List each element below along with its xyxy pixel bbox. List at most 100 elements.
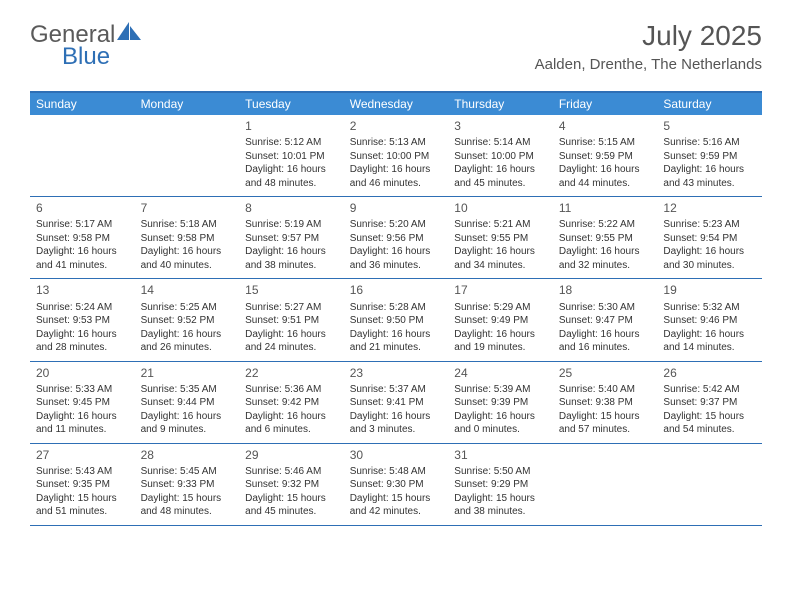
day-number: 5 [663, 118, 756, 134]
empty-cell [30, 115, 135, 196]
day-cell: 23 Sunrise: 5:37 AMSunset: 9:41 PMDayligh… [344, 362, 449, 443]
daylight-text: Daylight: 16 hours [559, 163, 652, 177]
daylight-text: Daylight: 16 hours [454, 328, 547, 342]
day-cell: 6Sunrise: 5:17 AMSunset: 9:58 PMDaylight… [30, 197, 135, 278]
day-cell: 15Sunrise: 5:27 AMSunset: 9:51 PMDayligh… [239, 279, 344, 360]
daylight-text: Daylight: 16 hours [36, 410, 129, 424]
day-number: 31 [454, 447, 547, 463]
day-header-monday: Monday [135, 93, 240, 115]
sunrise-text: Sunrise: 5:48 AM [350, 465, 443, 479]
daylight-text: and 24 minutes. [245, 341, 338, 355]
daylight-text: and 51 minutes. [36, 505, 129, 519]
daylight-text: and 38 minutes. [245, 259, 338, 273]
sunset-text: Sunset: 9:42 PM [245, 396, 338, 410]
day-number: 4 [559, 118, 652, 134]
day-cell: 14Sunrise: 5:25 AMSunset: 9:52 PMDayligh… [135, 279, 240, 360]
sunrise-text: Sunrise: 5:28 AM [350, 301, 443, 315]
sunset-text: Sunset: 10:00 PM [350, 150, 443, 164]
sunrise-text: Sunrise: 5:14 AM [454, 136, 547, 150]
day-number: 11 [559, 200, 652, 216]
day-cell: 22Sunrise: 5:36 AMSunset: 9:42 PMDayligh… [239, 362, 344, 443]
sunset-text: Sunset: 9:55 PM [559, 232, 652, 246]
daylight-text: and 11 minutes. [36, 423, 129, 437]
day-number: 30 [350, 447, 443, 463]
day-number: 14 [141, 282, 234, 298]
sunset-text: Sunset: 9:56 PM [350, 232, 443, 246]
daylight-text: and 14 minutes. [663, 341, 756, 355]
sunset-text: Sunset: 9:50 PM [350, 314, 443, 328]
sunrise-text: Sunrise: 5:22 AM [559, 218, 652, 232]
sunrise-text: Sunrise: 5:24 AM [36, 301, 129, 315]
sunset-text: Sunset: 10:00 PM [454, 150, 547, 164]
sunset-text: Sunset: 9:33 PM [141, 478, 234, 492]
sunset-text: Sunset: 9:53 PM [36, 314, 129, 328]
sunset-text: Sunset: 9:29 PM [454, 478, 547, 492]
logo-sail-icon [115, 20, 143, 42]
header: General Blue July 2025 Aalden, Drenthe, … [0, 0, 792, 81]
daylight-text: Daylight: 15 hours [350, 492, 443, 506]
sunrise-text: Sunrise: 5:12 AM [245, 136, 338, 150]
sunset-text: Sunset: 9:35 PM [36, 478, 129, 492]
sunrise-text: Sunrise: 5:21 AM [454, 218, 547, 232]
daylight-text: Daylight: 16 hours [36, 328, 129, 342]
day-cell: 27Sunrise: 5:43 AMSunset: 9:35 PMDayligh… [30, 444, 135, 525]
sunrise-text: Sunrise: 5:27 AM [245, 301, 338, 315]
daylight-text: Daylight: 15 hours [663, 410, 756, 424]
empty-cell [135, 115, 240, 196]
week-row: 6Sunrise: 5:17 AMSunset: 9:58 PMDaylight… [30, 197, 762, 279]
weeks-container: 1Sunrise: 5:12 AMSunset: 10:01 PMDayligh… [30, 115, 762, 526]
sunset-text: Sunset: 9:58 PM [36, 232, 129, 246]
day-number: 17 [454, 282, 547, 298]
day-cell: 7Sunrise: 5:18 AMSunset: 9:58 PMDaylight… [135, 197, 240, 278]
week-row: 27Sunrise: 5:43 AMSunset: 9:35 PMDayligh… [30, 444, 762, 526]
daylight-text: and 36 minutes. [350, 259, 443, 273]
sunset-text: Sunset: 9:59 PM [663, 150, 756, 164]
daylight-text: Daylight: 16 hours [245, 328, 338, 342]
daylight-text: and 28 minutes. [36, 341, 129, 355]
sunrise-text: Sunrise: 5:32 AM [663, 301, 756, 315]
sunset-text: Sunset: 9:55 PM [454, 232, 547, 246]
daylight-text: and 9 minutes. [141, 423, 234, 437]
day-number: 23 [350, 365, 443, 381]
day-number: 1 [245, 118, 338, 134]
daylight-text: Daylight: 16 hours [245, 163, 338, 177]
day-cell: 24Sunrise: 5:39 AMSunset: 9:39 PMDayligh… [448, 362, 553, 443]
sunrise-text: Sunrise: 5:19 AM [245, 218, 338, 232]
sunrise-text: Sunrise: 5:20 AM [350, 218, 443, 232]
sunrise-text: Sunrise: 5:18 AM [141, 218, 234, 232]
day-number: 19 [663, 282, 756, 298]
daylight-text: Daylight: 16 hours [454, 245, 547, 259]
day-header-row: Sunday Monday Tuesday Wednesday Thursday… [30, 93, 762, 115]
sunset-text: Sunset: 9:41 PM [350, 396, 443, 410]
daylight-text: and 0 minutes. [454, 423, 547, 437]
day-number: 27 [36, 447, 129, 463]
sunrise-text: Sunrise: 5:45 AM [141, 465, 234, 479]
sunrise-text: Sunrise: 5:29 AM [454, 301, 547, 315]
daylight-text: Daylight: 16 hours [663, 328, 756, 342]
daylight-text: and 30 minutes. [663, 259, 756, 273]
day-number: 22 [245, 365, 338, 381]
day-cell: 10Sunrise: 5:21 AMSunset: 9:55 PMDayligh… [448, 197, 553, 278]
daylight-text: and 44 minutes. [559, 177, 652, 191]
daylight-text: Daylight: 16 hours [663, 163, 756, 177]
daylight-text: Daylight: 16 hours [350, 245, 443, 259]
sunset-text: Sunset: 9:32 PM [245, 478, 338, 492]
daylight-text: and 48 minutes. [245, 177, 338, 191]
sunrise-text: Sunrise: 5:37 AM [350, 383, 443, 397]
sunset-text: Sunset: 9:45 PM [36, 396, 129, 410]
sunset-text: Sunset: 9:30 PM [350, 478, 443, 492]
day-number: 12 [663, 200, 756, 216]
sunrise-text: Sunrise: 5:40 AM [559, 383, 652, 397]
day-cell: 8Sunrise: 5:19 AMSunset: 9:57 PMDaylight… [239, 197, 344, 278]
daylight-text: Daylight: 16 hours [350, 410, 443, 424]
day-cell: 1Sunrise: 5:12 AMSunset: 10:01 PMDayligh… [239, 115, 344, 196]
sunset-text: Sunset: 9:46 PM [663, 314, 756, 328]
day-cell: 30 Sunrise: 5:48 AMSunset: 9:30 PMDayligh… [344, 444, 449, 525]
week-row: 1Sunrise: 5:12 AMSunset: 10:01 PMDayligh… [30, 115, 762, 197]
day-number: 9 [350, 200, 443, 216]
day-cell: 9 Sunrise: 5:20 AMSunset: 9:56 PMDaylight… [344, 197, 449, 278]
daylight-text: and 48 minutes. [141, 505, 234, 519]
sunrise-text: Sunrise: 5:39 AM [454, 383, 547, 397]
daylight-text: Daylight: 15 hours [141, 492, 234, 506]
day-cell: 5Sunrise: 5:16 AMSunset: 9:59 PMDaylight… [657, 115, 762, 196]
